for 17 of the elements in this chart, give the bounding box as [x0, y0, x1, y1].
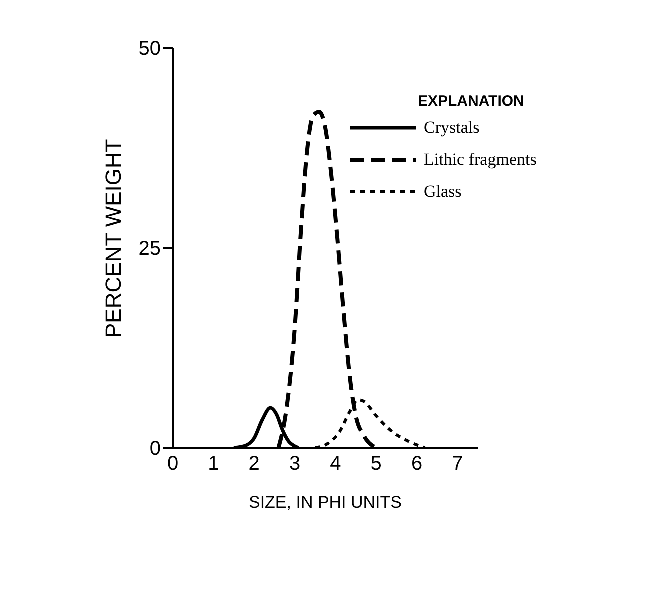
y-tick-label: 0: [150, 438, 161, 460]
y-tick-label: 25: [138, 238, 161, 260]
x-tick-label: 2: [248, 453, 260, 476]
legend-title: EXPLANATION: [418, 93, 526, 110]
x-tick-label: 5: [370, 453, 382, 476]
x-tick-label: 7: [452, 453, 464, 476]
x-tick-label: 3: [289, 453, 301, 476]
y-tick-label: 50: [138, 38, 161, 60]
legend-label: Glass: [424, 182, 462, 202]
x-tick-label: 6: [411, 453, 423, 476]
legend-label: Crystals: [424, 118, 480, 138]
x-axis-title: SIZE, IN PHI UNITS: [248, 493, 402, 512]
x-tick-label: 0: [167, 453, 179, 476]
x-tick-label: 4: [330, 453, 342, 476]
y-axis-title: PERCENT WEIGHT: [100, 139, 126, 338]
legend-label: Lithic fragments: [424, 150, 537, 170]
x-tick-label: 1: [208, 453, 220, 476]
